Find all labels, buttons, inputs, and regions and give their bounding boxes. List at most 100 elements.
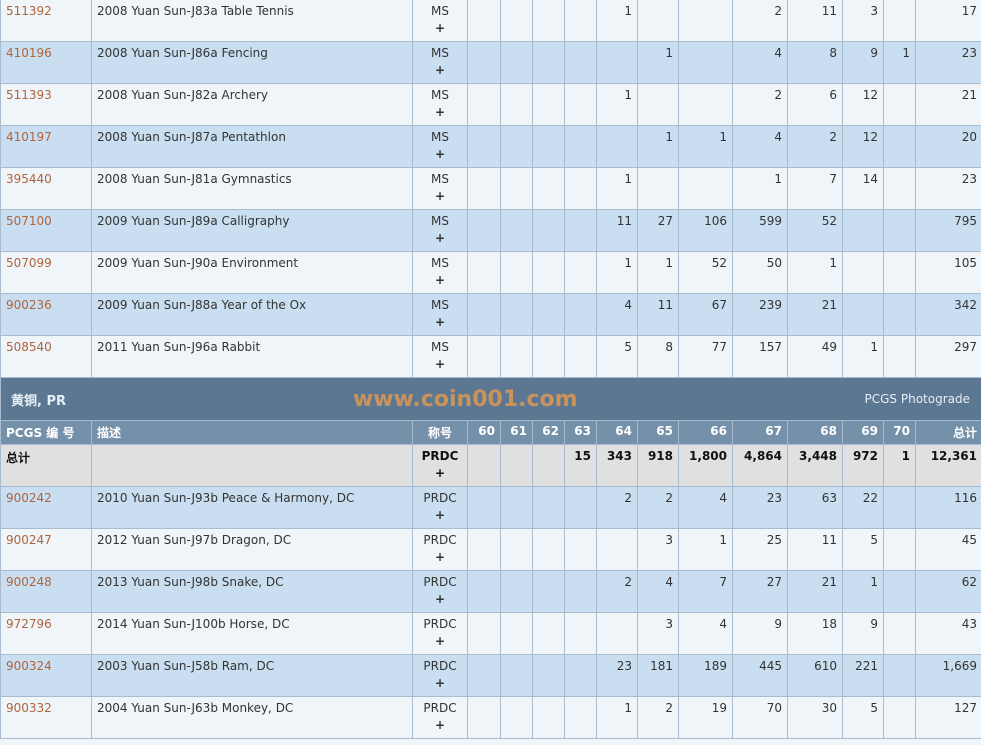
grade-count-cell[interactable]: 1: [883, 41, 916, 84]
grade-count-cell[interactable]: 8: [787, 41, 843, 84]
grade-count-cell[interactable]: 1: [637, 251, 679, 294]
plus-toggle[interactable]: +: [434, 273, 446, 287]
grade-count-cell[interactable]: 7: [787, 167, 843, 210]
pcgs-number-link[interactable]: 900248: [6, 575, 52, 589]
grade-count-cell[interactable]: 22: [842, 486, 884, 529]
grade-count-cell[interactable]: 1: [732, 167, 788, 210]
grade-count-cell[interactable]: 4: [637, 570, 679, 613]
grade-count-cell[interactable]: 52: [678, 251, 733, 294]
grade-count-cell[interactable]: 1: [637, 41, 679, 84]
grade-count-cell[interactable]: 23: [732, 486, 788, 529]
grade-count-cell[interactable]: 9: [732, 612, 788, 655]
pcgs-number-link[interactable]: 900332: [6, 701, 52, 715]
plus-toggle[interactable]: +: [434, 105, 446, 119]
pcgs-number-link[interactable]: 410196: [6, 46, 52, 60]
plus-toggle[interactable]: +: [434, 676, 446, 690]
column-header[interactable]: 64: [596, 420, 638, 445]
grade-count-cell[interactable]: 1: [678, 528, 733, 571]
column-header[interactable]: 总计: [915, 420, 981, 445]
plus-toggle[interactable]: +: [434, 315, 446, 329]
plus-toggle[interactable]: +: [434, 550, 446, 564]
grade-count-cell[interactable]: 11: [637, 293, 679, 336]
grade-count-cell[interactable]: 1: [596, 696, 638, 739]
grade-count-cell[interactable]: 221: [842, 654, 884, 697]
column-header[interactable]: PCGS 编 号: [0, 420, 92, 445]
grade-count-cell[interactable]: 2: [787, 125, 843, 168]
total-cell[interactable]: 20: [915, 125, 981, 168]
grade-count-cell[interactable]: 77: [678, 335, 733, 378]
column-header[interactable]: 70: [883, 420, 916, 445]
grade-count-cell[interactable]: 4: [596, 293, 638, 336]
plus-toggle[interactable]: +: [434, 63, 446, 77]
total-cell[interactable]: 45: [915, 528, 981, 571]
grade-count-cell[interactable]: 67: [678, 293, 733, 336]
grade-count-cell[interactable]: 23: [596, 654, 638, 697]
total-cell[interactable]: 21: [915, 83, 981, 126]
grade-count-cell[interactable]: 1: [596, 0, 638, 42]
column-header[interactable]: 61: [500, 420, 533, 445]
grade-count-cell[interactable]: 610: [787, 654, 843, 697]
plus-toggle[interactable]: +: [434, 466, 446, 480]
grade-count-cell[interactable]: 239: [732, 293, 788, 336]
pcgs-number-link[interactable]: 508540: [6, 340, 52, 354]
column-header[interactable]: 66: [678, 420, 733, 445]
total-cell[interactable]: 105: [915, 251, 981, 294]
total-cell[interactable]: 1,669: [915, 654, 981, 697]
grade-count-cell[interactable]: 3: [637, 528, 679, 571]
column-header[interactable]: 60: [467, 420, 501, 445]
grade-count-cell[interactable]: 5: [842, 696, 884, 739]
grade-count-cell[interactable]: 12: [842, 125, 884, 168]
total-cell[interactable]: 23: [915, 41, 981, 84]
grade-count-cell[interactable]: 27: [637, 209, 679, 252]
total-cell[interactable]: 17: [915, 0, 981, 42]
grade-count-cell[interactable]: 5: [842, 528, 884, 571]
grade-count-cell[interactable]: 3: [637, 612, 679, 655]
pcgs-number-link[interactable]: 507099: [6, 256, 52, 270]
grade-count-cell[interactable]: 30: [787, 696, 843, 739]
grade-count-cell[interactable]: 189: [678, 654, 733, 697]
grade-count-cell[interactable]: 599: [732, 209, 788, 252]
grade-count-cell[interactable]: 27: [732, 570, 788, 613]
grade-count-cell[interactable]: 50: [732, 251, 788, 294]
total-cell[interactable]: 127: [915, 696, 981, 739]
grade-count-cell[interactable]: 21: [787, 570, 843, 613]
grade-count-cell[interactable]: 6: [787, 83, 843, 126]
pcgs-number-link[interactable]: 972796: [6, 617, 52, 631]
grade-count-cell[interactable]: 1: [678, 125, 733, 168]
grade-count-cell[interactable]: 52: [787, 209, 843, 252]
grade-count-cell[interactable]: 1: [842, 570, 884, 613]
plus-toggle[interactable]: +: [434, 147, 446, 161]
plus-toggle[interactable]: +: [434, 718, 446, 732]
plus-toggle[interactable]: +: [434, 21, 446, 35]
column-header[interactable]: 63: [564, 420, 597, 445]
column-header[interactable]: 62: [532, 420, 565, 445]
pcgs-number-link[interactable]: 511392: [6, 4, 52, 18]
column-header[interactable]: 描述: [91, 420, 413, 445]
grade-count-cell[interactable]: 1: [842, 335, 884, 378]
grade-count-cell[interactable]: 7: [678, 570, 733, 613]
grade-count-cell[interactable]: 18: [787, 612, 843, 655]
grade-count-cell[interactable]: 1: [596, 83, 638, 126]
grade-count-cell[interactable]: 70: [732, 696, 788, 739]
pcgs-number-link[interactable]: 900324: [6, 659, 52, 673]
grade-count-cell[interactable]: 2: [637, 486, 679, 529]
total-cell[interactable]: 342: [915, 293, 981, 336]
photograde-link[interactable]: PCGS Photograde: [864, 392, 970, 406]
grade-count-cell[interactable]: 2: [596, 486, 638, 529]
column-header[interactable]: 称号: [412, 420, 468, 445]
plus-toggle[interactable]: +: [434, 231, 446, 245]
plus-toggle[interactable]: +: [434, 357, 446, 371]
grade-count-cell[interactable]: 12: [842, 83, 884, 126]
grade-count-cell[interactable]: 63: [787, 486, 843, 529]
total-cell[interactable]: 43: [915, 612, 981, 655]
grade-count-cell[interactable]: 14: [842, 167, 884, 210]
grade-count-cell[interactable]: 445: [732, 654, 788, 697]
grade-count-cell[interactable]: 4: [732, 41, 788, 84]
pcgs-number-link[interactable]: 900247: [6, 533, 52, 547]
total-cell[interactable]: 297: [915, 335, 981, 378]
grade-count-cell[interactable]: 1: [787, 251, 843, 294]
grade-count-cell[interactable]: 4: [732, 125, 788, 168]
total-cell[interactable]: 795: [915, 209, 981, 252]
grade-count-cell[interactable]: 11: [787, 528, 843, 571]
grade-count-cell[interactable]: 25: [732, 528, 788, 571]
